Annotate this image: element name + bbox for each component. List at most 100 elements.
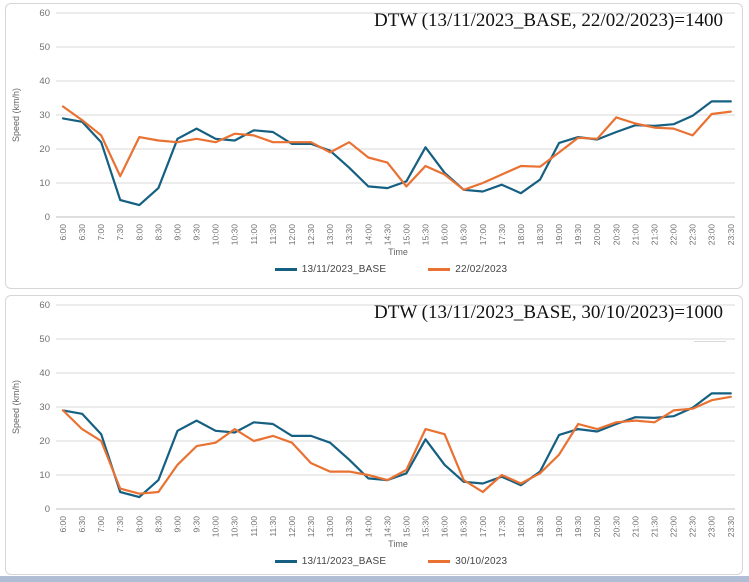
chart-legend-bottom: 13/11/2023_BASE 30/10/2023 bbox=[6, 552, 742, 570]
svg-text:15:00: 15:00 bbox=[401, 224, 411, 246]
svg-text:12:30: 12:30 bbox=[306, 516, 316, 538]
svg-text:7:30: 7:30 bbox=[115, 516, 125, 533]
legend-item-compare: 22/02/2023 bbox=[428, 264, 507, 275]
x-axis-title: Time bbox=[388, 247, 408, 257]
svg-text:6:00: 6:00 bbox=[58, 516, 68, 533]
svg-text:19:00: 19:00 bbox=[554, 516, 564, 538]
svg-text:13:30: 13:30 bbox=[344, 516, 354, 538]
line-chart-top: 0 10 20 30 40 50 60 6:00 6:30 7:00 7:30 8:00 8:30 9:0… bbox=[11, 8, 736, 257]
series-line-0 bbox=[61, 100, 732, 207]
chart-panel-top: DTW (13/11/2023_BASE, 22/02/2023)=1400 0… bbox=[5, 3, 743, 289]
svg-text:14:30: 14:30 bbox=[382, 516, 392, 538]
svg-text:9:30: 9:30 bbox=[192, 224, 202, 241]
svg-text:11:00: 11:00 bbox=[249, 224, 259, 245]
svg-text:11:00: 11:00 bbox=[249, 516, 259, 537]
svg-text:12:00: 12:00 bbox=[287, 224, 297, 246]
chart-title-top: DTW (13/11/2023_BASE, 22/02/2023)=1400 bbox=[374, 10, 724, 31]
svg-text:14:00: 14:00 bbox=[363, 516, 373, 538]
chart-panel-bottom: DTW (13/11/2023_BASE, 30/10/2023)=1000 0… bbox=[5, 295, 743, 575]
svg-text:21:30: 21:30 bbox=[650, 224, 660, 246]
svg-text:18:30: 18:30 bbox=[535, 224, 545, 246]
svg-text:16:30: 16:30 bbox=[459, 516, 469, 538]
svg-text:22:30: 22:30 bbox=[688, 516, 698, 538]
svg-text:11:30: 11:30 bbox=[268, 224, 278, 245]
y-axis-title: Speed (km/h) bbox=[11, 88, 21, 142]
textbox-edge-artifact bbox=[694, 341, 726, 342]
svg-text:17:00: 17:00 bbox=[478, 516, 488, 538]
svg-text:18:30: 18:30 bbox=[535, 516, 545, 538]
svg-text:6:00: 6:00 bbox=[58, 224, 68, 241]
y-axis-title: Speed (km/h) bbox=[11, 380, 21, 434]
svg-text:10:30: 10:30 bbox=[230, 224, 240, 246]
svg-text:11:30: 11:30 bbox=[268, 516, 278, 537]
window-edge-strip bbox=[0, 576, 749, 582]
svg-text:9:00: 9:00 bbox=[173, 224, 183, 241]
legend-label-compare: 22/02/2023 bbox=[455, 263, 508, 275]
svg-text:18:00: 18:00 bbox=[516, 224, 526, 246]
series-line-1 bbox=[61, 395, 732, 495]
svg-text:7:00: 7:00 bbox=[96, 516, 106, 533]
svg-text:23:00: 23:00 bbox=[707, 224, 717, 246]
line-chart-bottom: 0 10 20 30 40 50 60 6:00 6:30 7:00 7:30 8:00 8:30 9:0… bbox=[11, 300, 736, 549]
svg-text:13:30: 13:30 bbox=[344, 224, 354, 246]
svg-text:13:00: 13:00 bbox=[325, 516, 335, 538]
svg-text:40: 40 bbox=[39, 76, 50, 87]
gridlines bbox=[56, 12, 735, 218]
svg-text:17:30: 17:30 bbox=[497, 224, 507, 246]
svg-text:22:30: 22:30 bbox=[688, 224, 698, 246]
legend-label-base: 13/11/2023_BASE bbox=[301, 263, 387, 275]
svg-text:20: 20 bbox=[39, 436, 50, 447]
svg-text:19:30: 19:30 bbox=[573, 516, 583, 538]
svg-text:23:00: 23:00 bbox=[707, 516, 717, 538]
y-tick-labels: 0 10 20 30 40 50 60 bbox=[39, 300, 50, 515]
svg-text:10:30: 10:30 bbox=[230, 516, 240, 538]
svg-text:20:00: 20:00 bbox=[592, 224, 602, 246]
svg-text:8:00: 8:00 bbox=[134, 516, 144, 533]
svg-text:17:30: 17:30 bbox=[497, 516, 507, 538]
svg-text:20:30: 20:30 bbox=[611, 224, 621, 246]
x-tick-labels: 6:00 6:30 7:00 7:30 8:00 8:30 9:00 9:30 10:00 10:… bbox=[58, 516, 736, 538]
svg-text:60: 60 bbox=[39, 8, 50, 19]
svg-text:9:00: 9:00 bbox=[173, 516, 183, 533]
svg-text:21:00: 21:00 bbox=[630, 516, 640, 538]
svg-text:0: 0 bbox=[45, 212, 50, 223]
gridlines bbox=[56, 304, 735, 510]
svg-text:18:00: 18:00 bbox=[516, 516, 526, 538]
svg-text:23:30: 23:30 bbox=[726, 224, 736, 246]
svg-text:7:30: 7:30 bbox=[115, 224, 125, 241]
svg-text:19:00: 19:00 bbox=[554, 224, 564, 246]
legend-item-base: 13/11/2023_BASE bbox=[274, 556, 387, 567]
legend-line-swatch-orange bbox=[428, 559, 451, 563]
chart-title-bottom: DTW (13/11/2023_BASE, 30/10/2023)=1000 bbox=[374, 302, 724, 323]
svg-text:15:30: 15:30 bbox=[421, 516, 431, 538]
svg-text:8:30: 8:30 bbox=[153, 516, 163, 533]
svg-text:20:30: 20:30 bbox=[611, 516, 621, 538]
svg-text:14:00: 14:00 bbox=[363, 224, 373, 246]
legend-line-swatch-orange bbox=[428, 267, 451, 271]
legend-line-swatch-blue bbox=[274, 267, 297, 271]
x-axis-title: Time bbox=[388, 539, 408, 549]
legend-line-swatch-blue bbox=[274, 559, 297, 563]
svg-text:6:30: 6:30 bbox=[77, 516, 87, 533]
svg-text:10:00: 10:00 bbox=[211, 516, 221, 538]
svg-text:23:30: 23:30 bbox=[726, 516, 736, 538]
svg-text:9:30: 9:30 bbox=[192, 516, 202, 533]
svg-text:14:30: 14:30 bbox=[382, 224, 392, 246]
svg-text:50: 50 bbox=[39, 42, 50, 53]
x-tick-labels: 6:00 6:30 7:00 7:30 8:00 8:30 9:00 9:30 10:00 10:… bbox=[58, 224, 736, 246]
svg-text:21:30: 21:30 bbox=[650, 516, 660, 538]
series-line-0 bbox=[61, 392, 732, 499]
y-tick-labels: 0 10 20 30 40 50 60 bbox=[39, 8, 50, 223]
svg-text:20:00: 20:00 bbox=[592, 516, 602, 538]
svg-text:16:00: 16:00 bbox=[440, 516, 450, 538]
svg-text:50: 50 bbox=[39, 334, 50, 345]
svg-text:10:00: 10:00 bbox=[211, 224, 221, 246]
svg-text:8:30: 8:30 bbox=[153, 224, 163, 241]
svg-text:17:00: 17:00 bbox=[478, 224, 488, 246]
svg-text:12:00: 12:00 bbox=[287, 516, 297, 538]
chart-legend-top: 13/11/2023_BASE 22/02/2023 bbox=[6, 260, 742, 278]
svg-text:8:00: 8:00 bbox=[134, 224, 144, 241]
svg-text:16:00: 16:00 bbox=[440, 224, 450, 246]
svg-text:13:00: 13:00 bbox=[325, 224, 335, 246]
